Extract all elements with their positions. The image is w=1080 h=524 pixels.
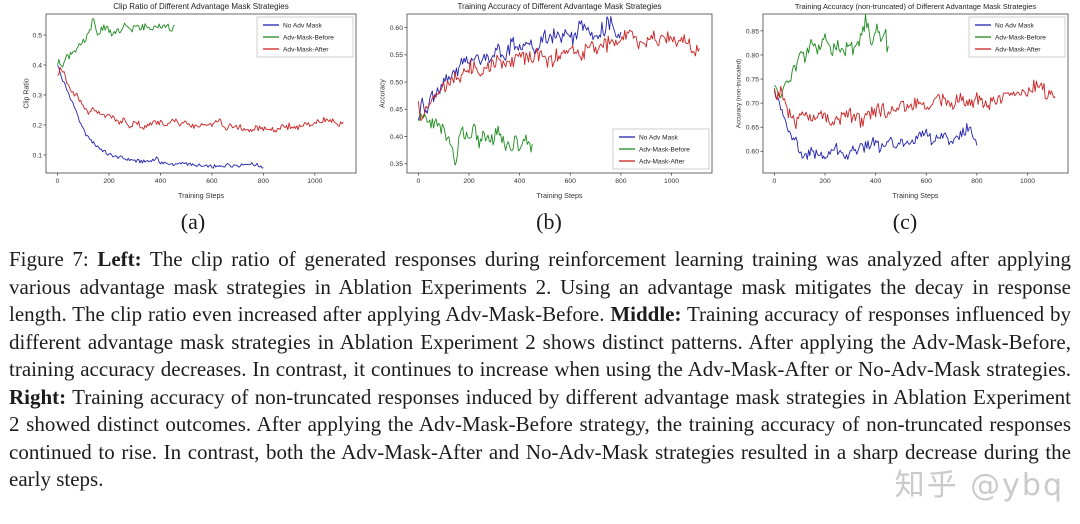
chart-title: Training Accuracy (non-truncated) of Dif… [795, 2, 1036, 11]
x-tick-label: 1000 [1020, 178, 1035, 185]
chart-b-training-accuracy: Training Accuracy of Different Advantage… [380, 2, 713, 200]
chart-panel-a: Clip Ratio of Different Advantage Mask S… [22, 0, 364, 234]
series-line-adv-mask-before [57, 18, 175, 68]
x-tick-label: 600 [206, 178, 218, 185]
legend-label: No Adv Mask [283, 22, 323, 29]
series-line-adv-mask-after [57, 66, 344, 133]
y-tick-label: 0.60 [390, 25, 403, 32]
chart-title: Clip Ratio of Different Advantage Mask S… [113, 2, 289, 11]
figure-caption: Figure 7: Left: The clip ratio of genera… [9, 246, 1071, 494]
y-tick-label: 0.65 [746, 125, 759, 132]
legend-label: Adv-Mask-Before [995, 34, 1046, 41]
x-tick-label: 200 [103, 178, 115, 185]
x-tick-label: 400 [870, 178, 882, 185]
caption-segment: Middle: [610, 302, 682, 326]
series-line-adv-mask-before [418, 113, 533, 166]
y-tick-label: 0.80 [746, 52, 759, 59]
x-tick-label: 600 [921, 178, 933, 185]
plot-frame [762, 13, 1069, 174]
x-tick-label: 400 [155, 178, 167, 185]
legend-label: No Adv Mask [639, 134, 679, 141]
caption-segment: Training accuracy of responses influence… [9, 302, 1072, 381]
x-tick-label: 400 [514, 178, 526, 185]
x-tick-label: 1000 [664, 178, 679, 185]
panel-label-a: (a) [180, 209, 206, 234]
x-axis-label: Training Steps [178, 191, 224, 200]
y-tick-label: 0.85 [746, 28, 759, 35]
chart-title: Training Accuracy of Different Advantage… [457, 2, 661, 11]
plot-frame [406, 13, 713, 174]
y-tick-label: 0.5 [33, 32, 43, 39]
y-tick-label: 0.1 [33, 152, 43, 159]
y-tick-label: 0.50 [390, 79, 403, 86]
panel-label-c: (c) [892, 209, 918, 234]
x-tick-label: 200 [463, 178, 475, 185]
series-line-no-adv-mask [417, 15, 622, 121]
charts-row: Clip Ratio of Different Advantage Mask S… [0, 0, 1080, 234]
x-tick-label: 0 [56, 178, 60, 185]
plot-frame [45, 13, 357, 174]
series-line-adv-mask-after [773, 79, 1056, 130]
x-tick-label: 1000 [307, 178, 322, 185]
legend-label: Adv-Mask-After [995, 46, 1041, 53]
y-axis-label: Accuracy [380, 79, 387, 108]
caption-segment: The clip ratio of generated responses du… [9, 247, 1071, 326]
x-tick-label: 800 [258, 178, 270, 185]
x-tick-label: 0 [416, 178, 420, 185]
y-tick-label: 0.3 [33, 92, 43, 99]
y-tick-label: 0.75 [746, 76, 759, 83]
legend-label: Adv-Mask-After [283, 46, 329, 53]
y-tick-label: 0.35 [390, 161, 403, 168]
y-tick-label: 0.2 [33, 122, 43, 129]
caption-segment: Left: [97, 247, 142, 271]
x-tick-label: 800 [971, 178, 983, 185]
chart-panel-b: Training Accuracy of Different Advantage… [378, 0, 720, 234]
series-line-no-adv-mask [773, 90, 978, 160]
y-tick-label: 0.4 [33, 62, 43, 69]
x-tick-label: 0 [772, 178, 776, 185]
legend-label: Adv-Mask-Before [283, 34, 334, 41]
y-axis-label: Accuracy (non-truncated) [736, 59, 743, 128]
y-axis-label: Clip Ratio [24, 78, 31, 108]
chart-panel-c: Training Accuracy (non-truncated) of Dif… [734, 0, 1076, 234]
legend-label: No Adv Mask [995, 22, 1035, 29]
chart-a-clip-ratio: Clip Ratio of Different Advantage Mask S… [24, 2, 357, 200]
x-axis-label: Training Steps [892, 191, 938, 200]
legend-label: Adv-Mask-After [639, 158, 685, 165]
series-line-adv-mask-after [417, 29, 700, 122]
x-axis-label: Training Steps [536, 191, 582, 200]
chart-c-accuracy-non-truncated: Training Accuracy (non-truncated) of Dif… [736, 2, 1069, 200]
x-tick-label: 800 [615, 178, 627, 185]
series-line-no-adv-mask [57, 65, 264, 169]
x-tick-label: 200 [819, 178, 831, 185]
series-line-adv-mask-before [774, 13, 889, 99]
y-tick-label: 0.70 [746, 101, 759, 108]
caption-segment: Figure 7: [9, 247, 98, 271]
y-tick-label: 0.40 [390, 134, 403, 141]
y-tick-label: 0.45 [390, 107, 403, 114]
legend-label: Adv-Mask-Before [639, 146, 690, 153]
y-tick-label: 0.55 [390, 52, 403, 59]
y-tick-label: 0.60 [746, 149, 759, 156]
caption-segment: Training accuracy of non-truncated respo… [9, 384, 1071, 492]
caption-segment: Right: [9, 384, 67, 409]
x-tick-label: 600 [565, 178, 577, 185]
panel-label-b: (b) [536, 209, 562, 234]
